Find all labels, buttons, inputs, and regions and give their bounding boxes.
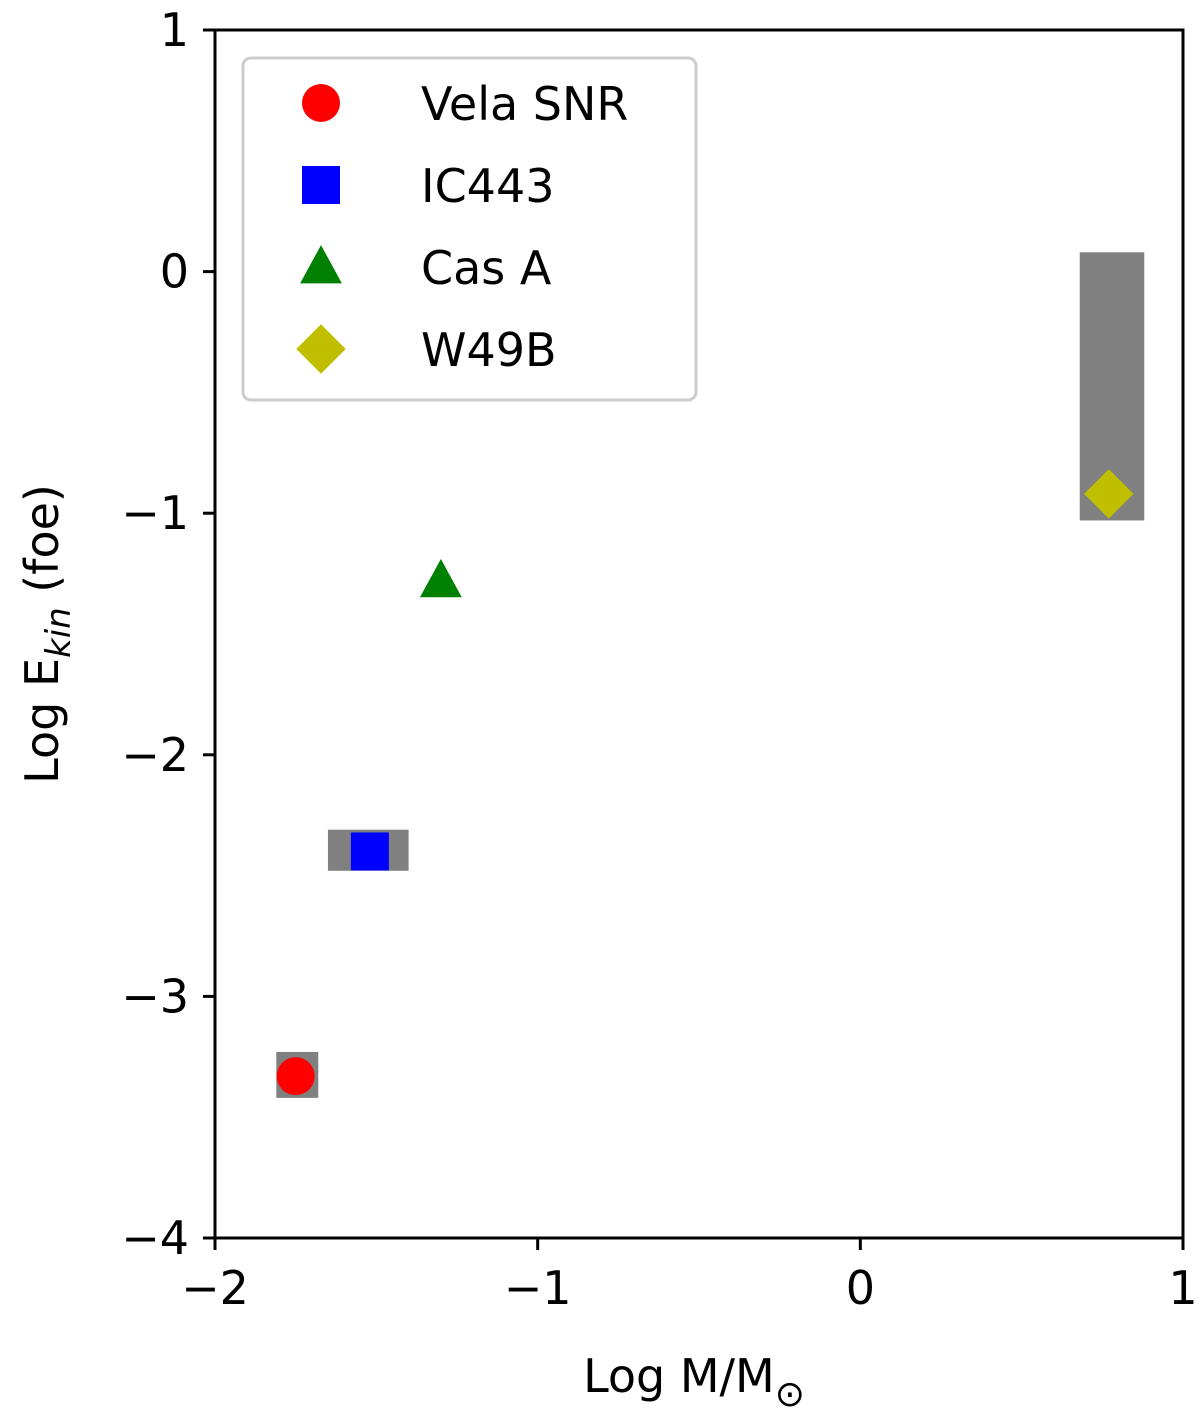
x-axis-label-subscript: ⊙ — [775, 1374, 805, 1415]
legend: Vela SNR IC443 Cas A W49B — [241, 56, 698, 402]
data-point-circle — [276, 1057, 315, 1096]
legend-label: Vela SNR — [421, 77, 628, 131]
y-axis-label: Log Ekin (foe) — [15, 484, 79, 784]
legend-label: IC443 — [421, 159, 555, 213]
x-tick-label: 1 — [1168, 1261, 1197, 1315]
plot-frame — [213, 28, 1185, 1240]
x-axis-label: Log M/M⊙ — [583, 1349, 805, 1415]
data-point-triangle — [419, 558, 462, 598]
y-tick-label: 1 — [160, 3, 189, 57]
x-tick-label: −1 — [504, 1261, 572, 1315]
x-axis-label-main: Log M/M — [583, 1349, 775, 1403]
legend-label: Cas A — [421, 241, 552, 295]
y-tick-label: −4 — [121, 1211, 189, 1265]
legend-marker-circle — [302, 84, 340, 122]
y-axis-label-subscript: kin — [39, 607, 79, 658]
legend-frame — [241, 56, 698, 402]
legend-marker-triangle — [300, 245, 342, 284]
legend-marker-square — [302, 166, 340, 204]
data-point-square — [350, 832, 389, 871]
y-axis-ticks: −4 −3 −2 −1 0 1 — [121, 3, 215, 1265]
legend-label: W49B — [421, 323, 557, 377]
y-tick-label: −3 — [121, 969, 189, 1023]
x-tick-label: −2 — [181, 1261, 249, 1315]
y-tick-label: −1 — [121, 486, 189, 540]
y-axis-label-suffix: (foe) — [15, 484, 69, 607]
legend-marker-diamond — [296, 324, 346, 374]
x-tick-label: 0 — [846, 1261, 875, 1315]
data-markers — [276, 469, 1134, 1096]
data-point-diamond — [1084, 469, 1134, 519]
y-tick-label: 0 — [160, 245, 189, 299]
y-tick-label: −2 — [121, 728, 189, 782]
y-axis-label-main: Log E — [15, 658, 69, 784]
x-axis-ticks: −2 −1 0 1 — [181, 1238, 1198, 1315]
